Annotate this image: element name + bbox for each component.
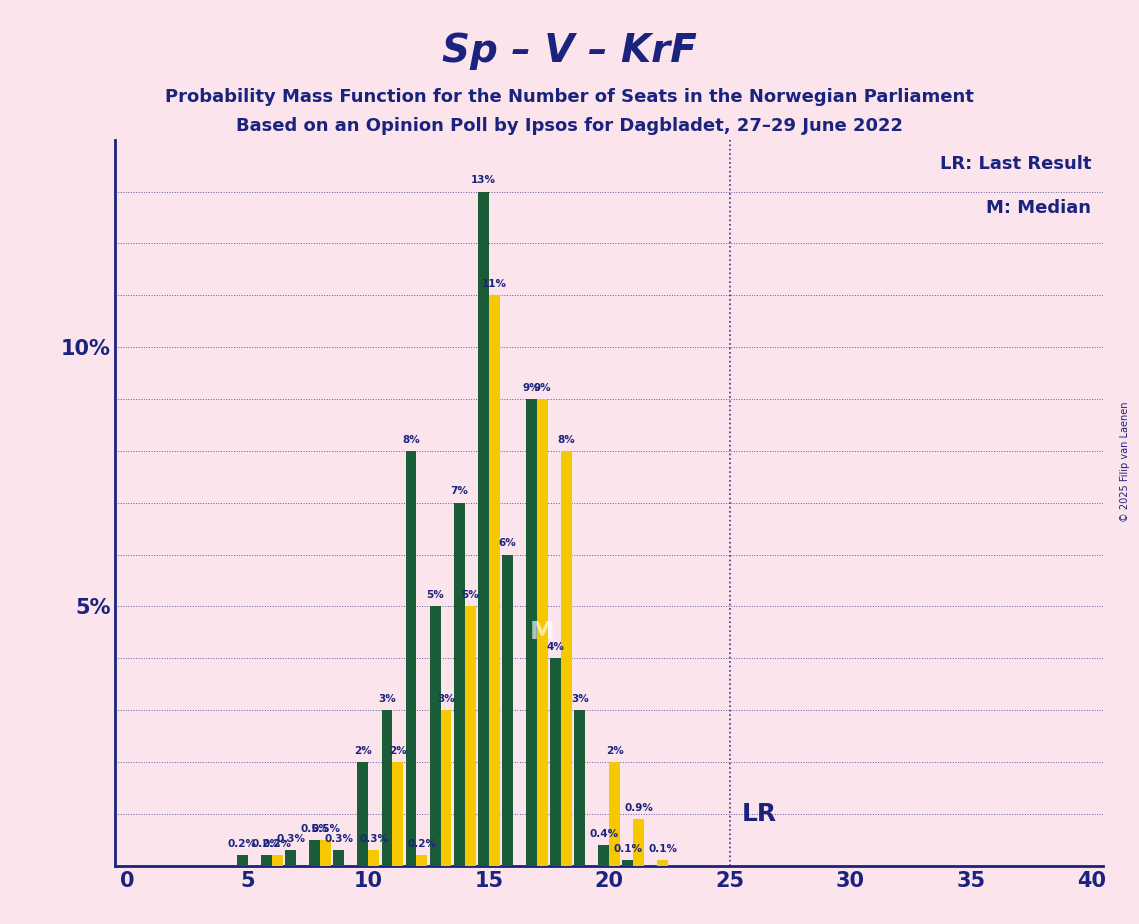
Text: 0.9%: 0.9% xyxy=(624,803,653,813)
Text: M: M xyxy=(530,620,555,644)
Bar xyxy=(405,451,417,866)
Bar xyxy=(489,296,500,866)
Bar xyxy=(657,860,669,866)
Bar xyxy=(502,554,513,866)
Text: 0.1%: 0.1% xyxy=(614,845,642,855)
Text: 0.5%: 0.5% xyxy=(301,823,329,833)
Text: LR: LR xyxy=(741,802,777,826)
Text: 8%: 8% xyxy=(558,434,575,444)
Bar xyxy=(550,658,562,866)
Bar xyxy=(272,856,282,866)
Bar xyxy=(358,762,368,866)
Bar xyxy=(261,856,272,866)
Text: © 2025 Filip van Laenen: © 2025 Filip van Laenen xyxy=(1121,402,1130,522)
Text: 5%: 5% xyxy=(426,590,444,601)
Bar xyxy=(633,819,645,866)
Text: 2%: 2% xyxy=(388,746,407,756)
Bar xyxy=(382,711,392,866)
Text: 2%: 2% xyxy=(606,746,623,756)
Bar xyxy=(453,503,465,866)
Text: M: Median: M: Median xyxy=(986,200,1091,217)
Bar xyxy=(609,762,620,866)
Text: 7%: 7% xyxy=(450,486,468,496)
Bar xyxy=(441,711,451,866)
Bar xyxy=(598,845,609,866)
Text: 0.2%: 0.2% xyxy=(228,839,257,849)
Bar xyxy=(429,606,441,866)
Text: 8%: 8% xyxy=(402,434,420,444)
Bar xyxy=(285,850,296,866)
Text: 11%: 11% xyxy=(482,279,507,289)
Text: 0.3%: 0.3% xyxy=(325,833,353,844)
Text: 6%: 6% xyxy=(499,539,516,548)
Text: LR: Last Result: LR: Last Result xyxy=(940,155,1091,174)
Bar xyxy=(562,451,572,866)
Bar xyxy=(417,856,427,866)
Bar xyxy=(310,840,320,866)
Bar xyxy=(574,711,585,866)
Bar xyxy=(320,840,331,866)
Bar xyxy=(526,399,536,866)
Bar xyxy=(334,850,344,866)
Text: 9%: 9% xyxy=(533,383,551,393)
Text: 3%: 3% xyxy=(437,694,454,704)
Bar xyxy=(465,606,475,866)
Text: 9%: 9% xyxy=(523,383,540,393)
Text: 0.3%: 0.3% xyxy=(359,833,388,844)
Bar xyxy=(237,856,248,866)
Bar xyxy=(623,860,633,866)
Text: Sp – V – KrF: Sp – V – KrF xyxy=(442,32,697,70)
Text: 3%: 3% xyxy=(378,694,396,704)
Text: 0.2%: 0.2% xyxy=(263,839,292,849)
Text: 0.1%: 0.1% xyxy=(648,845,678,855)
Text: 0.2%: 0.2% xyxy=(252,839,281,849)
Text: 3%: 3% xyxy=(571,694,589,704)
Text: 13%: 13% xyxy=(470,176,495,186)
Text: 0.4%: 0.4% xyxy=(589,829,618,839)
Text: Probability Mass Function for the Number of Seats in the Norwegian Parliament: Probability Mass Function for the Number… xyxy=(165,88,974,105)
Text: 0.2%: 0.2% xyxy=(408,839,436,849)
Text: 0.5%: 0.5% xyxy=(311,823,341,833)
Bar xyxy=(536,399,548,866)
Bar xyxy=(478,191,489,866)
Text: 2%: 2% xyxy=(354,746,371,756)
Text: 4%: 4% xyxy=(547,642,565,652)
Text: Based on an Opinion Poll by Ipsos for Dagbladet, 27–29 June 2022: Based on an Opinion Poll by Ipsos for Da… xyxy=(236,117,903,135)
Text: 0.3%: 0.3% xyxy=(276,833,305,844)
Bar xyxy=(392,762,403,866)
Text: 5%: 5% xyxy=(461,590,480,601)
Bar xyxy=(368,850,379,866)
